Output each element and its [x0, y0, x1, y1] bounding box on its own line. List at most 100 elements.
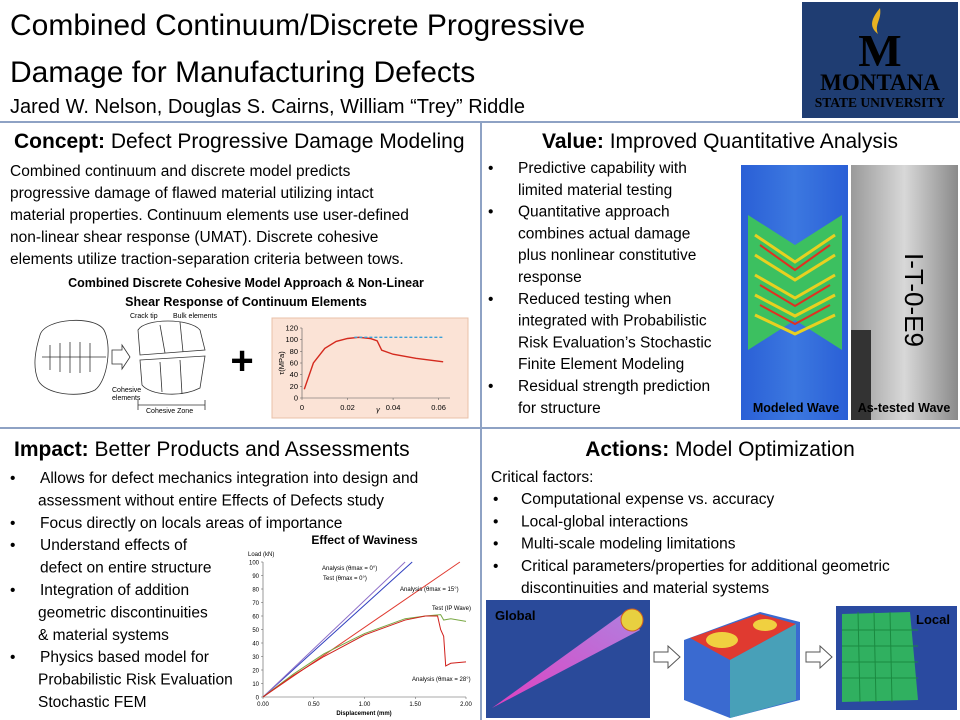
y-tick-label: 50 [252, 628, 259, 634]
image-label: Global [495, 608, 535, 623]
bullet-symbol: • [493, 536, 498, 553]
bullet-line: response [518, 269, 582, 286]
bullet-symbol: • [488, 204, 493, 221]
plus-sign: + [230, 339, 253, 383]
chart-title: Effect of Waviness [311, 533, 418, 547]
waviness-chart: 0 10 20 30 40 50 60 70 80 90 100 0.00 0.50 1.00 1.50 2.… [248, 533, 472, 717]
bullet-line: discontinuities and material systems [521, 580, 769, 597]
bullet-line: Understand effects of [40, 537, 188, 554]
arrow [653, 644, 681, 670]
series-annotation: Analysis (θmax = 0°) [322, 566, 377, 572]
series-annotation: Test (IP Wave) [432, 606, 471, 612]
bullet-symbol: • [493, 513, 498, 530]
action-bullets: • Computational expense vs. accuracy • Loca… [493, 491, 890, 597]
y-tick-label: 60 [290, 359, 298, 368]
heading: Impact: Better Products and Assessments [14, 438, 410, 461]
global-image [486, 600, 650, 718]
y-axis-label: Load (kN) [248, 552, 274, 558]
body-line: elements utilize traction-separation cri… [10, 251, 404, 268]
heading-rest: Better Products and Assessments [89, 438, 410, 461]
heading-rest: Defect Progressive Damage Modeling [105, 130, 465, 153]
y-tick-label: 100 [285, 335, 298, 344]
bullet-line: assessment without entire Effects of Def… [38, 492, 384, 509]
heading-bold: Actions: [585, 438, 669, 461]
value-bullets: • Predictive capability with limited mater… [488, 160, 712, 417]
bullet-line: Local-global interactions [521, 513, 688, 530]
caption: Shear Response of Continuum Elements [125, 295, 367, 309]
shear-chart: 0 20 40 60 80 100 120 0 0.02 0.04 0.06 τ(MPa) γ [277, 324, 450, 414]
heading: Concept: Defect Progressive Damage Model… [14, 130, 465, 153]
bullet-line: combines actual damage [518, 225, 690, 242]
heading-bold: Concept: [14, 130, 105, 153]
heading-bold: Value: [542, 130, 604, 153]
x-tick-label: 1.50 [409, 702, 421, 708]
modeled-wave-image [741, 165, 848, 420]
concept-body: Combined continuum and discrete model pr… [10, 163, 409, 268]
bullet-symbol: • [493, 491, 498, 508]
dividers [0, 121, 960, 720]
series-line [262, 615, 467, 698]
diagram-label: Bulk elements [173, 313, 217, 320]
tested-wave-image: I-T-0-E9 [851, 165, 958, 420]
arrow [805, 644, 833, 670]
title-line: Damage for Manufacturing Defects [10, 56, 475, 89]
x-axis-label: γ [376, 405, 381, 414]
bullet-line: Risk Evaluation’s Stochastic [518, 334, 712, 351]
bullet-line: geometric discontinuities [38, 604, 208, 621]
x-tick-label: 0.50 [308, 702, 320, 708]
x-tick-label: 0 [300, 403, 304, 412]
bullet-line: Computational expense vs. accuracy [521, 491, 775, 508]
series-line [262, 561, 413, 698]
y-tick-label: 100 [249, 561, 260, 567]
x-axis-label: Displacement (mm) [336, 711, 391, 717]
bullet-symbol: • [10, 582, 15, 599]
bullet-symbol: • [10, 470, 15, 487]
logo-letter: M [858, 25, 901, 76]
series-annotation: Test (θmax = 0°) [323, 576, 367, 582]
x-tick-label: 0.02 [340, 403, 355, 412]
bullet-line: integrated with Probabilistic [518, 313, 707, 330]
heading-rest: Improved Quantitative Analysis [604, 130, 898, 153]
heading-bold: Impact: [14, 438, 89, 461]
intro: Critical factors: [491, 469, 594, 486]
y-tick-label: 80 [290, 347, 298, 356]
bullet-line: for structure [518, 400, 601, 417]
y-tick-label: 10 [252, 682, 259, 688]
x-tick-label: 0.06 [431, 403, 446, 412]
bullet-line: Residual strength prediction [518, 378, 710, 395]
bullet-symbol: • [493, 558, 498, 575]
heading: Value: Improved Quantitative Analysis [542, 130, 898, 153]
bullet-line: Probabilistic Risk Evaluation [38, 672, 233, 689]
schematic [34, 319, 206, 410]
diagram-label: Cohesive Zone [146, 408, 193, 415]
bullet-line: Finite Element Modeling [518, 356, 684, 373]
y-tick-label: 0 [256, 696, 260, 702]
bullet-line: Focus directly on locals areas of import… [40, 515, 342, 532]
logo-bottom: STATE UNIVERSITY [815, 95, 946, 110]
image-label: Local [916, 612, 950, 627]
heading-rest: Model Optimization [669, 438, 855, 461]
body-line: Combined continuum and discrete model pr… [10, 163, 351, 180]
bullet-symbol: • [10, 515, 15, 532]
logo-top: MONTANA [820, 70, 940, 95]
y-tick-label: 30 [252, 655, 259, 661]
bullet-line: plus nonlinear constitutive [518, 247, 696, 264]
heading: Actions: Model Optimization [585, 438, 855, 461]
bullet-line: limited material testing [518, 182, 672, 199]
authors: Jared W. Nelson, Douglas S. Cairns, Will… [10, 96, 525, 118]
y-tick-label: 20 [252, 669, 259, 675]
diagram-label: elements [112, 395, 141, 402]
logo: M MONTANA STATE UNIVERSITY [802, 2, 958, 118]
bullet-line: Predictive capability with [518, 160, 687, 177]
diagram-label: Cohesive [112, 387, 141, 394]
series-line [262, 561, 406, 698]
y-tick-label: 120 [285, 324, 298, 333]
bullet-line: Multi-scale modeling limitations [521, 536, 736, 553]
series-annotation: Analysis (θmax = 28°) [412, 677, 471, 683]
caption: Combined Discrete Cohesive Model Approac… [68, 276, 424, 290]
y-tick-label: 0 [294, 394, 298, 403]
bullet-line: Quantitative approach [518, 204, 670, 221]
bullet-symbol: • [488, 160, 493, 177]
series-line [262, 614, 467, 698]
